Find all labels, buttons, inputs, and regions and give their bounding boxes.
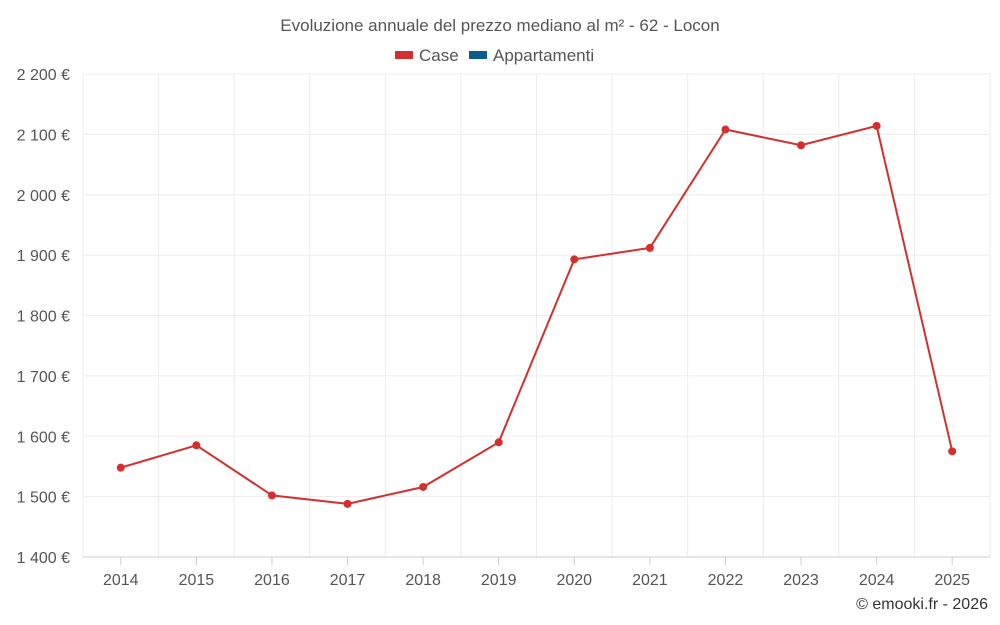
data-point-case[interactable] (645, 243, 654, 252)
x-axis: 2014 2015 2016 2017 2018 2019 2020 2021 2022 2023… (83, 556, 990, 589)
chart-title: Evoluzione annuale del prezzo mediano al… (280, 16, 719, 35)
y-tick-label: 2 100 € (17, 127, 70, 144)
x-tick-label: 2024 (859, 572, 895, 589)
legend-label-case[interactable]: Case (419, 46, 459, 65)
legend: Case Appartamenti (395, 46, 594, 65)
data-point-case[interactable] (116, 463, 125, 472)
data-point-case[interactable] (267, 491, 276, 500)
series-case (116, 121, 957, 508)
y-tick-label: 1 600 € (17, 429, 70, 446)
y-tick-label: 1 500 € (17, 490, 70, 507)
x-tick-label: 2018 (405, 572, 441, 589)
x-tick-label: 2017 (330, 572, 366, 589)
y-tick-label: 2 000 € (17, 188, 70, 205)
grid (82, 73, 991, 558)
x-tick-label: 2022 (708, 572, 744, 589)
data-point-case[interactable] (192, 441, 201, 450)
x-tick-label: 2020 (556, 572, 592, 589)
legend-swatch-appartamenti (469, 51, 487, 59)
legend-swatch-case (395, 51, 413, 59)
data-point-case[interactable] (872, 121, 881, 130)
x-tick-label: 2019 (481, 572, 517, 589)
x-tick-label: 2025 (934, 572, 970, 589)
y-axis: 1 400 € 1 500 € 1 600 € 1 700 € 1 800 € 1 900… (17, 67, 70, 567)
x-tick-label: 2015 (179, 572, 215, 589)
data-point-case[interactable] (343, 499, 352, 508)
y-tick-label: 1 900 € (17, 248, 70, 265)
x-tick-label: 2014 (103, 572, 139, 589)
data-point-case[interactable] (419, 482, 428, 491)
credit-text: © emooki.fr - 2026 (856, 596, 988, 613)
data-point-case[interactable] (570, 255, 579, 264)
series-line-case (120, 124, 954, 505)
x-tick-label: 2023 (783, 572, 819, 589)
legend-label-appartamenti[interactable]: Appartamenti (493, 46, 594, 65)
x-tick-label: 2021 (632, 572, 668, 589)
data-point-case[interactable] (494, 438, 503, 447)
y-tick-label: 2 200 € (17, 67, 70, 84)
data-point-case[interactable] (797, 141, 806, 150)
data-point-case[interactable] (948, 447, 957, 456)
y-tick-label: 1 800 € (17, 309, 70, 326)
data-point-case[interactable] (721, 125, 730, 134)
y-tick-label: 1 700 € (17, 369, 70, 386)
x-tick-label: 2016 (254, 572, 290, 589)
y-tick-label: 1 400 € (17, 550, 70, 567)
